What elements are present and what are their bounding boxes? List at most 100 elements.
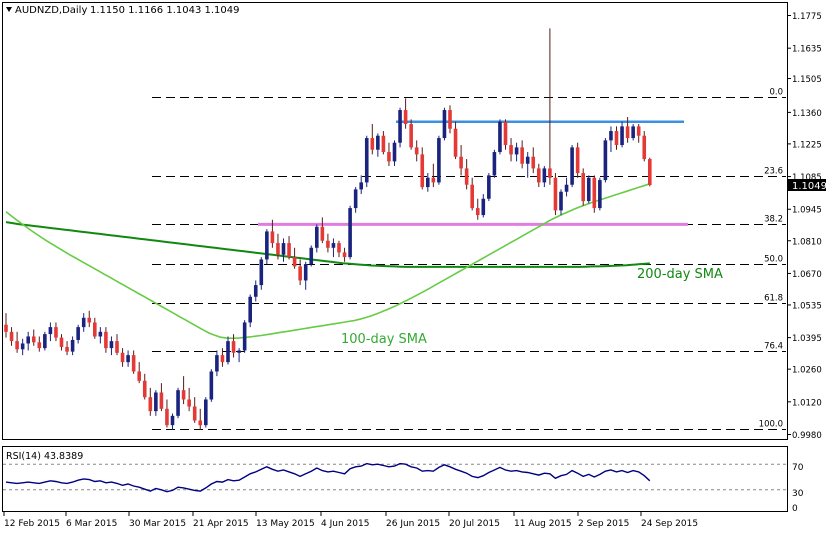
candle-body	[570, 147, 574, 185]
candle-body	[15, 341, 19, 350]
candle-body	[309, 247, 314, 265]
sma200-annotation: 200-day SMA	[637, 267, 723, 282]
rsi-line	[5, 462, 651, 493]
time-tick-label: 6 Mar 2015	[66, 519, 117, 529]
candle-body	[464, 168, 469, 185]
candle-body	[581, 173, 585, 202]
sma200-line	[5, 221, 650, 268]
candle-body	[492, 152, 497, 176]
time-tick-label: 12 Feb 2015	[4, 519, 60, 529]
candle-body	[453, 128, 458, 157]
candle-body	[9, 331, 14, 342]
candle-body	[320, 226, 325, 241]
candle-body	[542, 168, 547, 183]
candle-body	[43, 334, 47, 349]
candle-body	[287, 243, 291, 258]
candle-body	[620, 126, 624, 146]
candle-body	[348, 208, 352, 258]
price-tick-label: 1.1505	[792, 75, 822, 85]
collapse-triangle-icon[interactable]	[6, 7, 12, 12]
candle-body	[176, 390, 180, 416]
candle-body	[448, 110, 452, 129]
candle-body	[292, 257, 297, 267]
candle-body	[204, 399, 208, 426]
candle-body	[475, 208, 480, 216]
candle-body	[303, 264, 308, 281]
candle-body	[65, 346, 69, 352]
candle-body	[137, 371, 141, 381]
candle-body	[187, 399, 191, 407]
current-price-tag-text: 1.1049	[792, 181, 827, 192]
candle-body	[503, 121, 508, 146]
time-tick-label: 21 Apr 2015	[193, 519, 249, 529]
candle-body	[276, 243, 280, 255]
price-axis: 1.1775 1.1635 1.1505 1.1360 1.1225 1.1085 1.09…	[787, 12, 822, 441]
candle-body	[409, 124, 413, 148]
candle-body	[192, 406, 197, 421]
time-tick-label: 30 Mar 2015	[129, 519, 186, 529]
candle-body	[470, 184, 474, 209]
candle-body	[115, 341, 119, 353]
candle-body	[87, 317, 92, 323]
candle-body	[331, 243, 336, 248]
candle-body	[509, 145, 513, 155]
candle-body	[586, 177, 591, 202]
candle-body	[70, 339, 75, 352]
rsi-panel-frame	[2, 446, 788, 512]
fib-label: 50.0	[764, 255, 783, 265]
rsi-indicator	[3, 462, 787, 493]
price-tick-label: 1.1360	[792, 109, 822, 119]
time-tick-label: 26 Jun 2015	[386, 519, 440, 529]
candle-body	[564, 184, 569, 192]
candle-body	[37, 342, 42, 349]
candle-body	[59, 337, 64, 347]
candle-body	[181, 390, 186, 400]
price-tick-label: 1.0945	[792, 206, 822, 216]
candle-body	[353, 189, 358, 209]
candle-body	[270, 231, 275, 244]
time-axis: 12 Feb 2015 6 Mar 2015 30 Mar 2015 21 Apr 2…	[3, 512, 698, 529]
time-tick-label: 20 Jul 2015	[449, 519, 500, 529]
candle-body	[209, 371, 214, 400]
candle-body	[498, 121, 502, 153]
price-tick-label: 1.0535	[792, 301, 822, 311]
candle-body	[636, 126, 641, 136]
time-tick-label: 2 Sep 2015	[578, 519, 629, 529]
candle-body	[553, 177, 558, 211]
candle-body	[648, 159, 652, 185]
candle-body	[614, 131, 619, 146]
candle-body	[381, 135, 386, 153]
rsi-scale-0: 0	[792, 504, 798, 514]
candle-body	[575, 147, 580, 174]
candle-body	[253, 285, 258, 297]
current-price-tag-bg	[788, 179, 826, 191]
candle-body	[170, 415, 175, 426]
candle-body	[298, 266, 302, 281]
fib-label: 61.8	[764, 294, 783, 304]
price-tick-label: 1.0120	[792, 398, 822, 408]
candle-body	[548, 168, 552, 178]
candle-body	[315, 226, 319, 248]
candle-body	[625, 126, 630, 139]
symbol-label: AUDNZD,Daily	[15, 5, 87, 16]
candles	[4, 28, 652, 430]
chart-header: AUDNZD,Daily 1.1150 1.1166 1.1043 1.1049	[6, 5, 240, 16]
candle-body	[237, 350, 241, 353]
candle-body	[398, 110, 402, 143]
candle-body	[242, 322, 247, 351]
candle-body	[359, 182, 363, 190]
candle-body	[431, 177, 436, 183]
candle-body	[131, 355, 136, 372]
price-tick-label: 1.1635	[792, 45, 822, 55]
candle-body	[631, 126, 635, 139]
candle-body	[31, 336, 36, 343]
candle-body	[481, 198, 486, 216]
price-tick-label: 1.0670	[792, 270, 822, 280]
fib-label: 23.6	[764, 167, 783, 177]
candle-body	[537, 168, 541, 183]
candle-body	[592, 177, 597, 209]
current-price-tag: 1.1049	[788, 179, 827, 192]
candle-body	[81, 317, 86, 328]
candle-body	[387, 152, 391, 162]
